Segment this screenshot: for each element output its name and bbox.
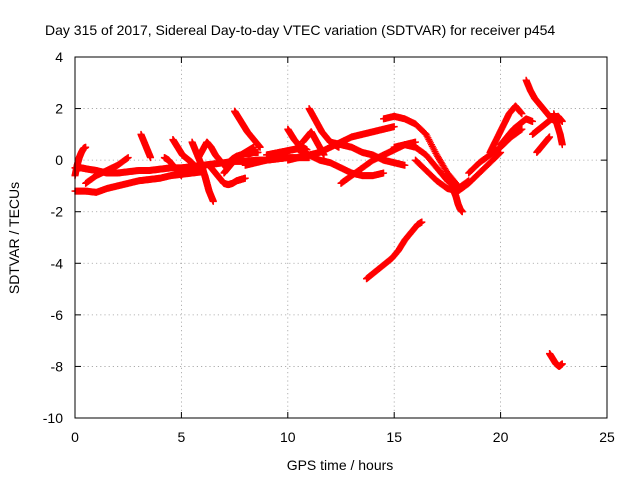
- series-arc-p: [263, 145, 302, 159]
- series-arc-f: [160, 154, 185, 180]
- series-arc-m: [220, 143, 258, 177]
- series-arc-v: [326, 138, 409, 169]
- y-tick-label: -2: [51, 204, 64, 220]
- series-arc-aj: [546, 350, 566, 370]
- x-axis-label: GPS time / hours: [287, 457, 394, 473]
- data-point: [518, 110, 526, 118]
- y-tick-label: 2: [55, 101, 63, 117]
- plot-frame: [74, 56, 608, 419]
- x-tick-labels: 0 5 10 15 20 25: [71, 429, 615, 445]
- data-point: [529, 117, 537, 125]
- y-tick-label: -6: [51, 307, 64, 323]
- series-arc-c: [71, 143, 90, 180]
- x-tick-label: 25: [599, 429, 615, 445]
- y-axis-label: SDTVAR / TECUs: [6, 182, 22, 294]
- series-arc-e: [137, 130, 155, 162]
- data-point: [558, 117, 566, 125]
- x-tick-label: 20: [493, 429, 509, 445]
- data-point: [458, 208, 466, 216]
- x-tick-label: 15: [386, 429, 402, 445]
- data-points: [71, 76, 566, 370]
- data-point: [254, 148, 262, 156]
- grid: [75, 57, 607, 418]
- series-arc-ah: [550, 110, 566, 149]
- series-arc-a: [71, 168, 207, 196]
- y-tick-label: -4: [51, 255, 64, 271]
- series-arc-ad: [497, 115, 537, 149]
- data-point: [390, 123, 398, 131]
- series-arc-q: [284, 125, 311, 154]
- data-point: [250, 143, 258, 151]
- x-tick-label: 10: [280, 429, 296, 445]
- y-tick-label: -8: [51, 358, 64, 374]
- data-point: [380, 169, 388, 177]
- axis-ticks: [74, 56, 608, 419]
- series-arc-n: [231, 107, 264, 151]
- series-arc-j: [194, 138, 228, 169]
- data-point: [147, 154, 155, 162]
- x-tick-label: 0: [71, 429, 79, 445]
- y-tick-label: 0: [55, 152, 63, 168]
- series-arc-g: [169, 136, 196, 167]
- data-point: [256, 143, 264, 151]
- series-arc-z: [411, 148, 505, 195]
- series-arc-ae: [522, 76, 560, 125]
- series-arc-k: [207, 164, 249, 189]
- y-tick-label: -10: [43, 410, 63, 426]
- series-arc-ag: [533, 133, 554, 156]
- y-tick-label: 4: [55, 49, 63, 65]
- chart-title: Day 315 of 2017, Sidereal Day-to-day VTE…: [45, 22, 555, 38]
- data-point: [401, 161, 409, 169]
- data-point: [177, 172, 185, 180]
- data-point: [209, 197, 217, 205]
- x-tick-label: 5: [178, 429, 186, 445]
- series-arc-u: [284, 123, 398, 164]
- data-point: [82, 143, 90, 151]
- data-point: [241, 174, 249, 182]
- series-arc-i: [201, 172, 217, 205]
- y-tick-labels: 4 2 0 -2 -4 -6 -8 -10: [43, 49, 63, 426]
- data-point: [518, 125, 526, 133]
- series-arc-d: [82, 154, 132, 187]
- data-point: [188, 159, 196, 167]
- data-point: [124, 154, 132, 162]
- series-arc-ab: [465, 125, 526, 177]
- series-arc-ac: [486, 102, 526, 156]
- series-arc-aa: [450, 187, 466, 216]
